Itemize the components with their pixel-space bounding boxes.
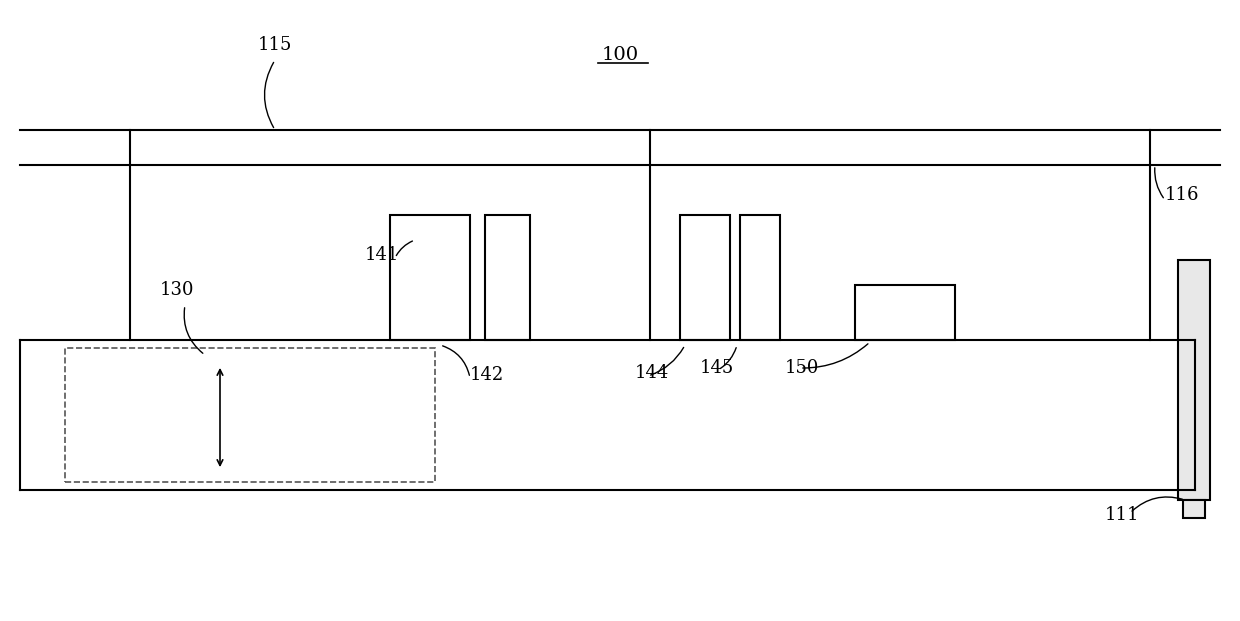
Text: 150: 150	[785, 359, 820, 377]
Bar	[856, 285, 955, 340]
Bar	[391, 215, 470, 340]
Bar	[1183, 500, 1205, 518]
Bar	[485, 215, 529, 340]
Text: 116: 116	[1166, 186, 1199, 204]
Text: 144: 144	[635, 364, 670, 382]
Bar	[64, 348, 435, 482]
Text: 145: 145	[701, 359, 734, 377]
Text: 142: 142	[470, 366, 505, 384]
Text: 111: 111	[1105, 506, 1140, 524]
Text: 130: 130	[160, 281, 195, 299]
Text: 100: 100	[601, 46, 639, 64]
Text: 115: 115	[258, 36, 293, 54]
Text: 141: 141	[365, 246, 399, 264]
Bar	[1178, 260, 1210, 500]
Bar	[680, 215, 730, 340]
Bar	[740, 215, 780, 340]
